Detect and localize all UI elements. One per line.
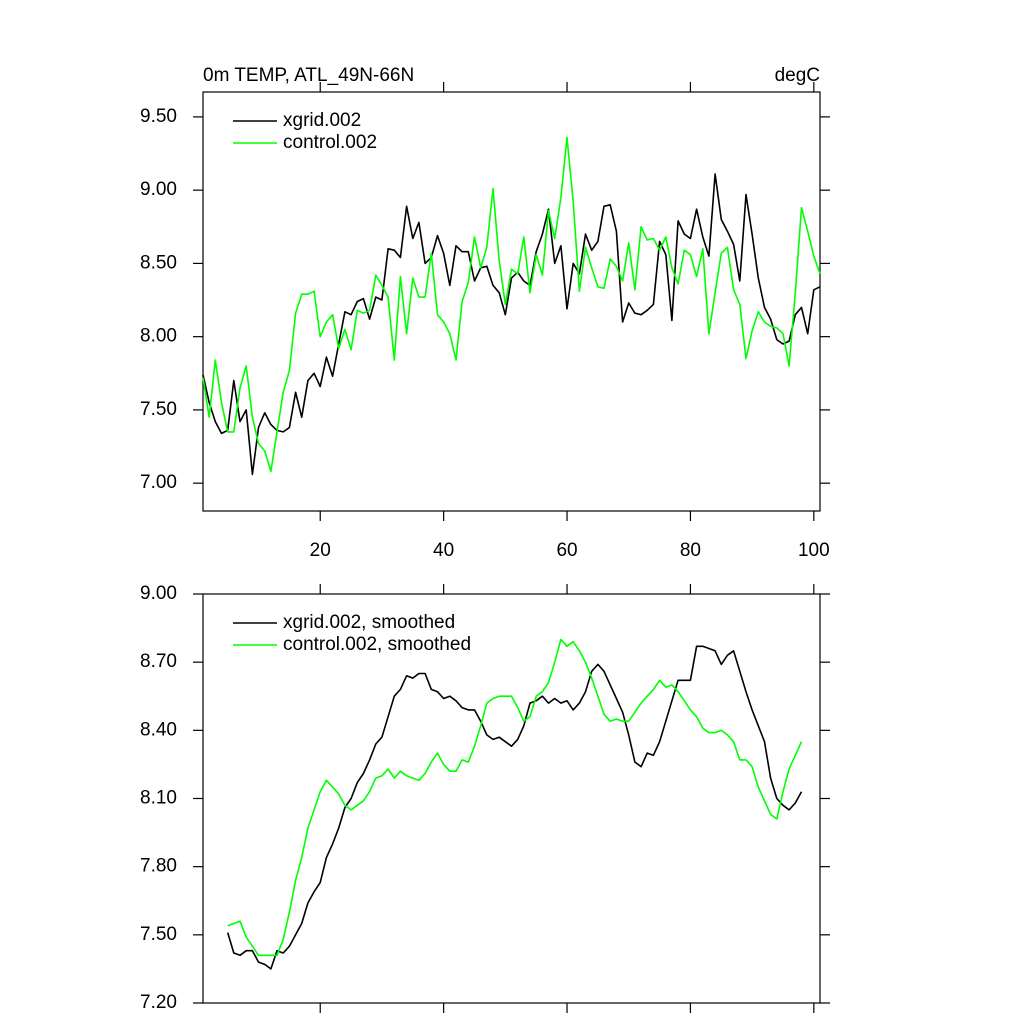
y-tick-label: 8.70	[140, 651, 177, 672]
legend-label: xgrid.002	[283, 110, 361, 131]
legend-label: xgrid.002, smoothed	[283, 612, 455, 633]
y-tick-label: 8.10	[140, 788, 177, 809]
y-tick-label: 8.40	[140, 719, 177, 740]
x-tick-label: 80	[680, 540, 701, 561]
series-line	[227, 638, 803, 957]
y-tick-label: 7.00	[140, 472, 177, 493]
x-tick-label: 100	[798, 540, 830, 561]
x-tick-label: 40	[433, 540, 454, 561]
legend-label: control.002, smoothed	[283, 634, 471, 655]
y-tick-label: 8.00	[140, 326, 177, 347]
chart-title: 0m TEMP, ATL_49N-66N	[203, 65, 414, 86]
series-line	[202, 173, 821, 476]
legend-label: control.002	[283, 132, 377, 153]
series-line	[202, 136, 821, 473]
y-tick-label: 7.80	[140, 856, 177, 877]
x-tick-label: 20	[310, 540, 331, 561]
series-line	[226, 645, 803, 970]
y-tick-label: 9.50	[140, 106, 177, 127]
y-tick-label: 8.50	[140, 252, 177, 273]
y-tick-label: 7.50	[140, 399, 177, 420]
y-tick-label: 7.20	[140, 992, 177, 1013]
plot-frame	[202, 91, 821, 512]
x-tick-label: 60	[556, 540, 577, 561]
y-tick-label: 9.00	[140, 583, 177, 604]
y-tick-label: 9.00	[140, 179, 177, 200]
chart-units: degC	[775, 65, 820, 86]
y-tick-label: 7.50	[140, 924, 177, 945]
